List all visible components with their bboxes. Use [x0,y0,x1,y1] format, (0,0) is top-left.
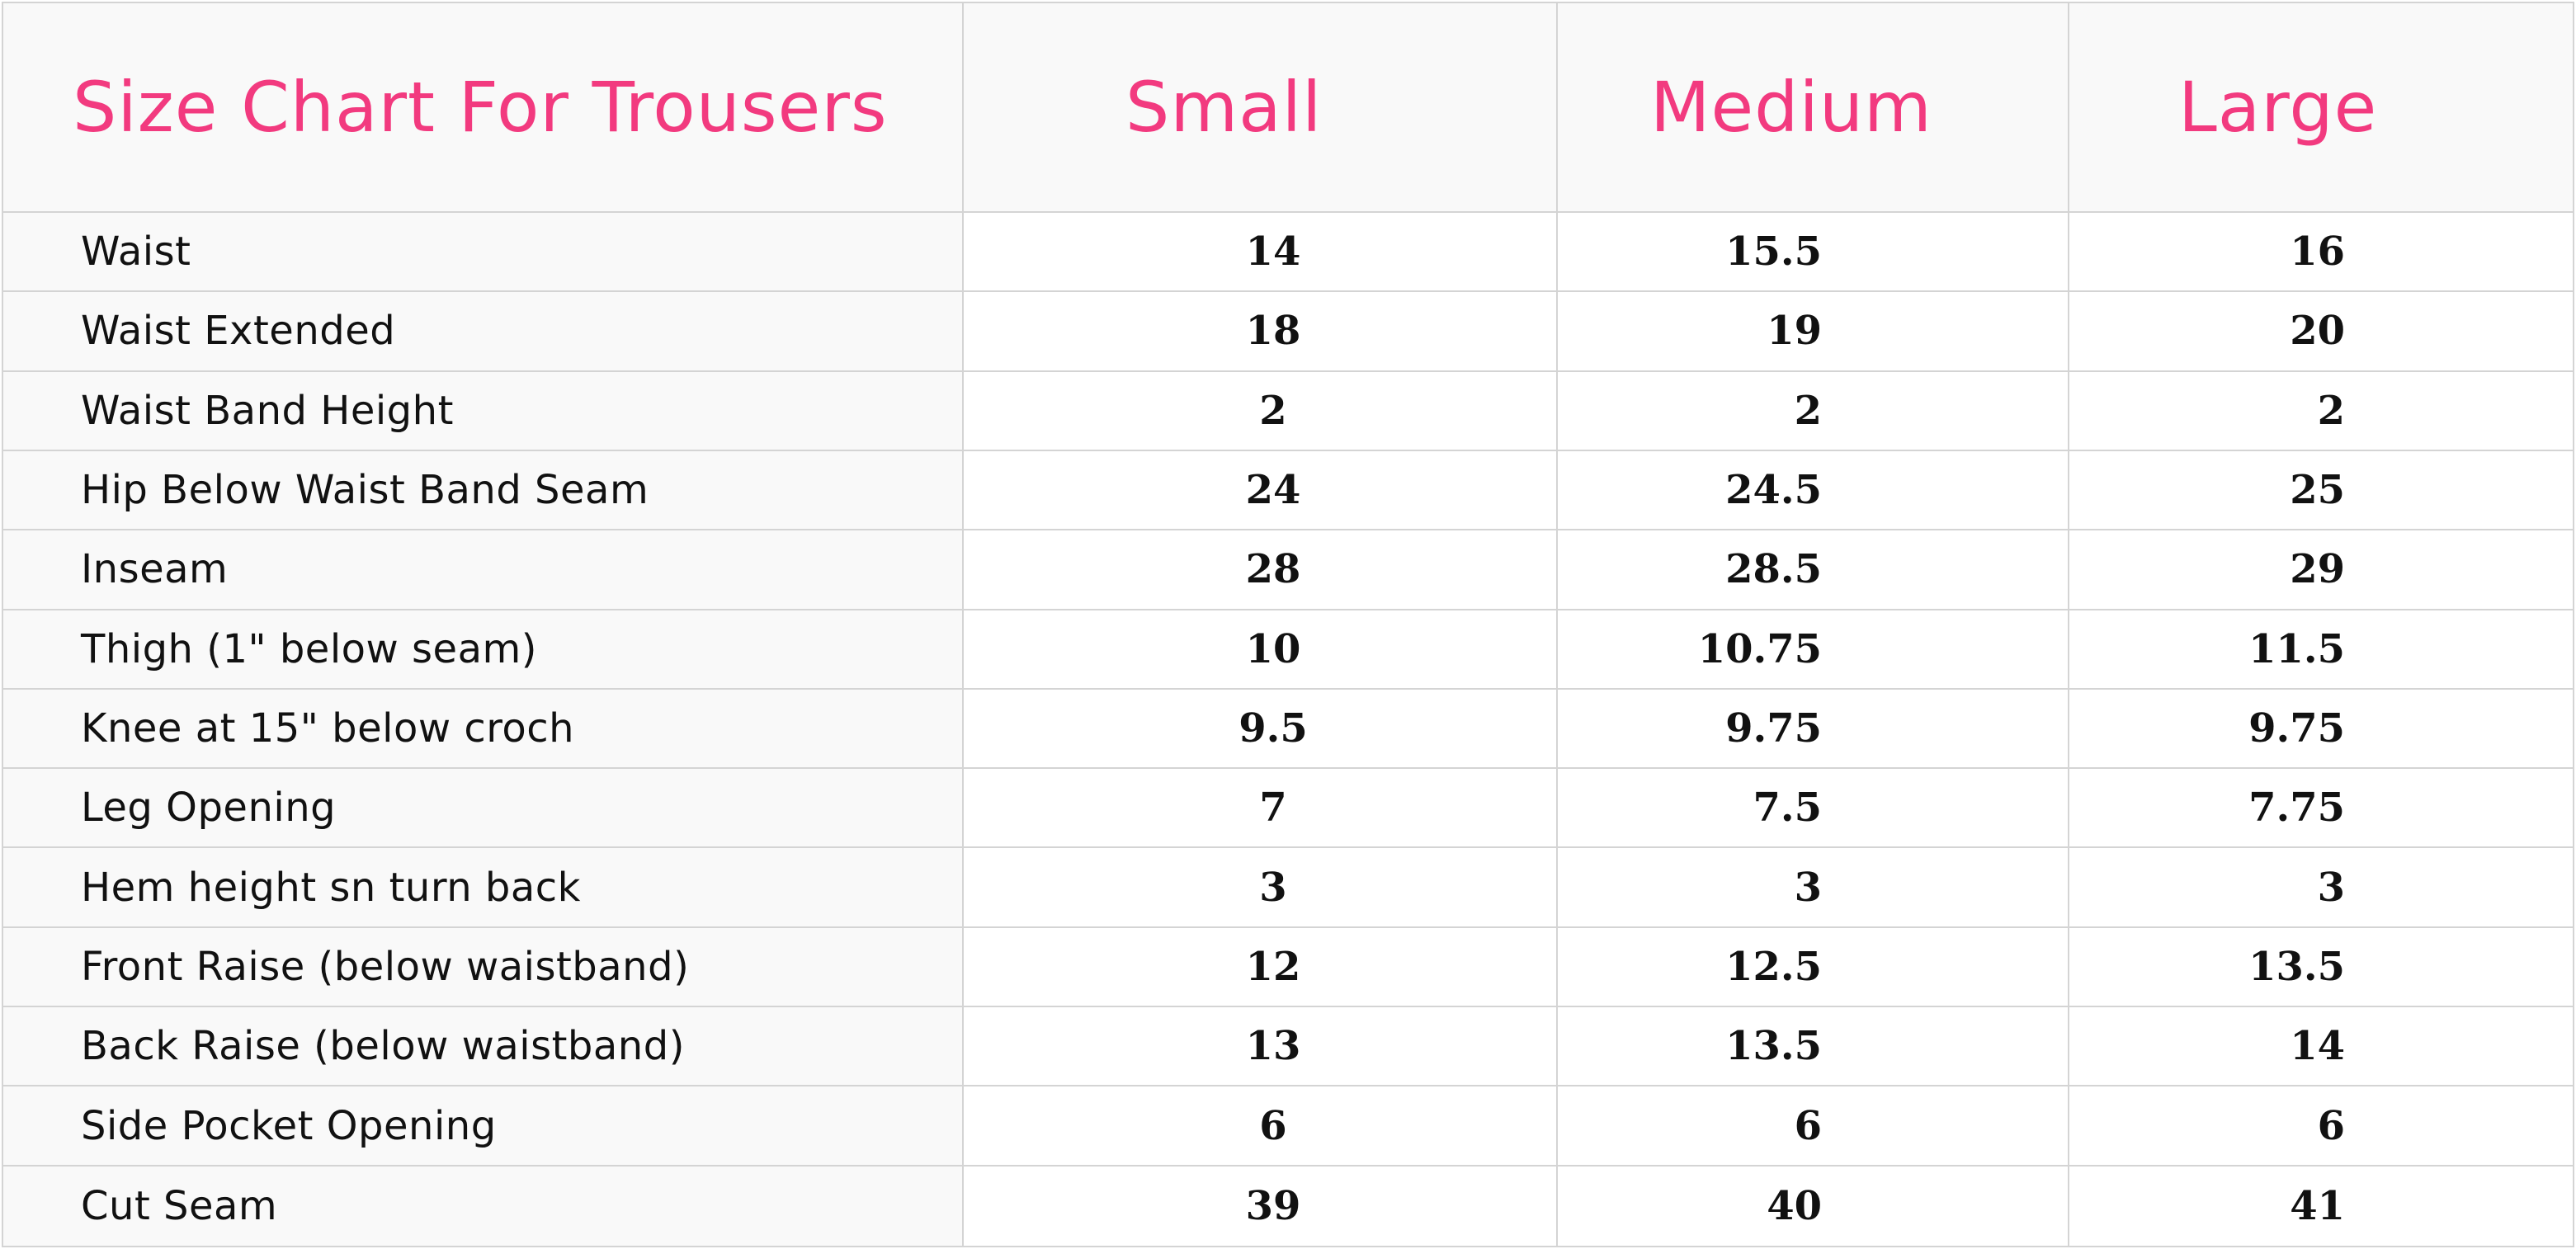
size-value-cell: 14 [2069,1007,2573,1087]
row-label: Side Pocket Opening [3,1086,964,1167]
row-label: Thigh (1" below seam) [3,610,964,690]
size-value: 41 [2290,1182,2345,1229]
column-header-small: Small [964,3,1558,213]
size-value-cell: 13 [964,1007,1558,1087]
size-value: 7 [1259,785,1287,832]
size-value: 39 [1245,1182,1301,1229]
row-label: Leg Opening [3,769,964,849]
size-value: 28.5 [1725,546,1822,593]
size-value: 29 [2290,546,2345,593]
row-label: Front Raise (below waistband) [3,927,964,1008]
size-value: 24 [1245,467,1301,514]
size-value-cell: 7 [964,769,1558,849]
column-header-medium: Medium [1558,3,2069,213]
size-value: 2 [1259,387,1287,434]
size-value: 6 [1259,1102,1287,1149]
size-value: 40 [1767,1182,1822,1229]
size-value-cell: 7.75 [2069,769,2573,849]
size-value-cell: 10 [964,610,1558,690]
size-value: 25 [2290,467,2345,514]
size-value: 18 [1245,308,1301,355]
size-value: 15.5 [1725,229,1822,276]
size-value-cell: 12.5 [1558,927,2069,1008]
size-value-cell: 24 [964,450,1558,531]
size-value-cell: 29 [2069,530,2573,610]
size-value: 19 [1767,308,1822,355]
size-value: 7.75 [2248,785,2345,832]
row-label: Knee at 15" below croch [3,689,964,770]
column-header-large: Large [2069,3,2573,213]
size-value: 10 [1245,625,1301,672]
size-value-cell: 28 [964,530,1558,610]
row-label: Back Raise (below waistband) [3,1007,964,1087]
size-value: 12.5 [1725,943,1822,990]
size-value: 20 [2290,308,2345,355]
size-value-cell: 40 [1558,1166,2069,1246]
size-value: 9.75 [2248,705,2345,752]
size-value: 3 [1259,864,1287,911]
size-value-cell: 39 [964,1166,1558,1246]
size-value-cell: 9.75 [1558,689,2069,770]
size-value-cell: 3 [2069,848,2573,928]
size-value-cell: 2 [1558,371,2069,451]
size-value: 16 [2290,229,2345,276]
size-value-cell: 9.75 [2069,689,2573,770]
size-value: 2 [1794,387,1822,434]
size-value: 9.75 [1725,705,1822,752]
size-value-cell: 10.75 [1558,610,2069,690]
size-value-cell: 2 [2069,371,2573,451]
size-value: 11.5 [2248,625,2345,672]
row-label: Cut Seam [3,1166,964,1246]
size-value: 9.5 [1238,705,1308,752]
size-value-cell: 13.5 [2069,927,2573,1008]
size-value: 13.5 [2248,943,2345,990]
size-value: 14 [1245,229,1301,276]
size-value-cell: 6 [2069,1086,2573,1167]
size-value-cell: 14 [964,213,1558,293]
size-value: 28 [1245,546,1301,593]
size-value: 7.5 [1753,785,1822,832]
row-label: Inseam [3,530,964,610]
size-value-cell: 25 [2069,450,2573,531]
size-value-cell: 28.5 [1558,530,2069,610]
size-value: 12 [1245,943,1301,990]
size-value: 13.5 [1725,1023,1822,1070]
row-label: Hem height sn turn back [3,848,964,928]
size-value: 3 [2317,864,2345,911]
size-value: 6 [1794,1102,1822,1149]
row-label: Waist [3,213,964,293]
size-value-cell: 2 [964,371,1558,451]
size-value-cell: 13.5 [1558,1007,2069,1087]
size-value-cell: 19 [1558,292,2069,372]
size-value-cell: 3 [1558,848,2069,928]
size-value: 13 [1245,1023,1301,1070]
size-value: 14 [2290,1023,2345,1070]
row-label: Waist Band Height [3,371,964,451]
size-value: 6 [2317,1102,2345,1149]
row-label: Waist Extended [3,292,964,372]
size-value-cell: 6 [1558,1086,2069,1167]
size-value-cell: 7.5 [1558,769,2069,849]
size-value-cell: 11.5 [2069,610,2573,690]
size-value-cell: 9.5 [964,689,1558,770]
size-value: 3 [1794,864,1822,911]
size-value-cell: 18 [964,292,1558,372]
size-value-cell: 15.5 [1558,213,2069,293]
size-value: 10.75 [1697,625,1822,672]
table-title: Size Chart For Trousers [3,3,964,213]
size-value-cell: 6 [964,1086,1558,1167]
size-value: 24.5 [1725,467,1822,514]
row-label: Hip Below Waist Band Seam [3,450,964,531]
size-value-cell: 20 [2069,292,2573,372]
size-value: 2 [2317,387,2345,434]
size-value-cell: 41 [2069,1166,2573,1246]
size-value-cell: 16 [2069,213,2573,293]
size-value-cell: 3 [964,848,1558,928]
size-value-cell: 12 [964,927,1558,1008]
size-value-cell: 24.5 [1558,450,2069,531]
